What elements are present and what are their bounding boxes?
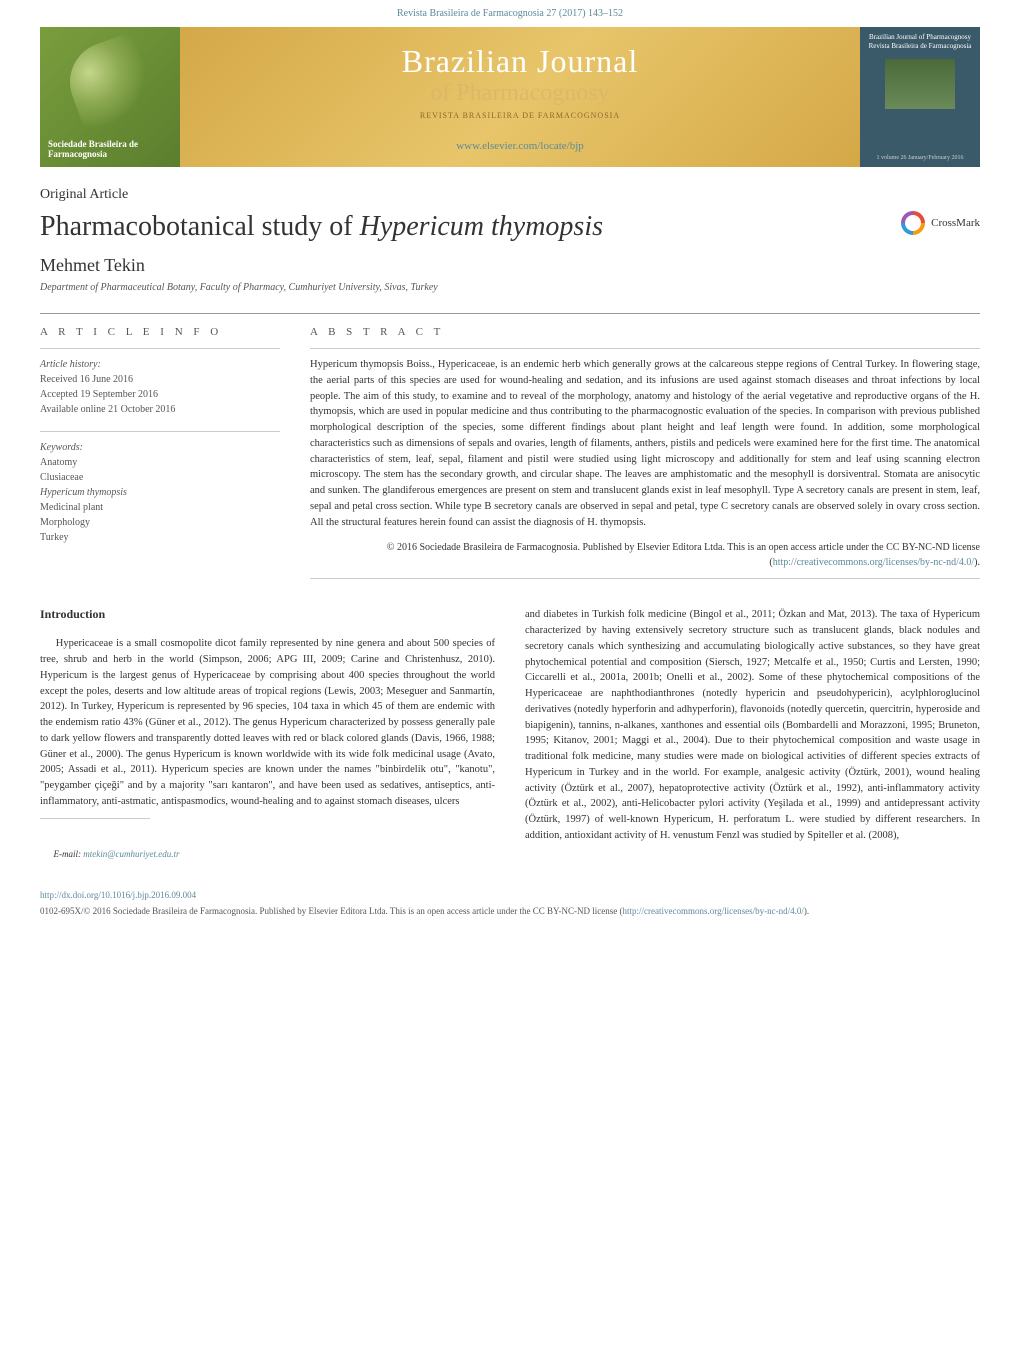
license-end: ).: [804, 906, 809, 916]
introduction-heading: Introduction: [40, 607, 495, 622]
abstract-text: Hypericum thymopsis Boiss., Hypericaceae…: [310, 357, 980, 530]
received-date: Received 16 June 2016: [40, 374, 133, 385]
keywords-label: Keywords:: [40, 442, 83, 453]
cover-volume: 1 volume 26 January/February 2016: [877, 155, 964, 161]
license-text: 0102-695X/© 2016 Sociedade Brasileira de…: [40, 906, 623, 916]
copyright-notice: © 2016 Sociedade Brasileira de Farmacogn…: [310, 540, 980, 570]
crossmark-icon: [901, 211, 925, 235]
cover-thumbnail: [885, 59, 955, 109]
email-label: E-mail:: [54, 849, 84, 859]
crossmark-label: CrossMark: [931, 217, 980, 229]
divider: [40, 818, 150, 819]
journal-url[interactable]: www.elsevier.com/locate/bjp: [456, 140, 584, 152]
keywords-block: Keywords: Anatomy Clusiaceae Hypericum t…: [40, 440, 280, 545]
divider: [310, 348, 980, 349]
license-link[interactable]: http://creativecommons.org/licenses/by-n…: [773, 557, 974, 568]
title-text: Pharmacobotanical study of: [40, 211, 360, 242]
keyword: Clusiaceae: [40, 472, 83, 483]
leaf-icon: [59, 31, 162, 134]
keyword: Turkey: [40, 532, 69, 543]
accepted-date: Accepted 19 September 2016: [40, 389, 158, 400]
article-type: Original Article: [40, 187, 980, 203]
divider: [40, 348, 280, 349]
banner-logo-panel: Sociedade Brasileira de Farmacognosia: [40, 27, 180, 167]
footer-license-link[interactable]: http://creativecommons.org/licenses/by-n…: [623, 906, 804, 916]
article-info-heading: A R T I C L E I N F O: [40, 326, 280, 338]
cover-title: Brazilian Journal of Pharmacognosy: [869, 33, 971, 42]
divider: [40, 313, 980, 314]
journal-tagline: REVISTA BRASILEIRA DE FARMACOGNOSIA: [420, 111, 620, 120]
abstract-heading: A B S T R A C T: [310, 326, 980, 338]
available-date: Available online 21 October 2016: [40, 404, 175, 415]
keyword: Morphology: [40, 517, 90, 528]
crossmark-badge[interactable]: CrossMark: [901, 211, 980, 235]
journal-subtitle: of Pharmacognosy: [430, 80, 609, 107]
email-link[interactable]: mtekin@cumhuriyet.edu.tr: [83, 849, 179, 859]
divider: [40, 431, 280, 432]
journal-citation: Revista Brasileira de Farmacognosia 27 (…: [0, 0, 1020, 27]
doi-link[interactable]: http://dx.doi.org/10.1016/j.bjp.2016.09.…: [40, 889, 980, 902]
body-paragraph-right: and diabetes in Turkish folk medicine (B…: [525, 607, 980, 843]
banner-title-panel: Brazilian Journal of Pharmacognosy REVIS…: [180, 27, 860, 167]
article-history: Article history: Received 16 June 2016 A…: [40, 357, 280, 417]
body-paragraph-left: Hypericaceae is a small cosmopolite dico…: [40, 636, 495, 809]
author-name: Mehmet Tekin: [40, 255, 980, 276]
article-title: Pharmacobotanical study of Hypericum thy…: [40, 211, 603, 243]
footer-license: 0102-695X/© 2016 Sociedade Brasileira de…: [40, 905, 980, 918]
cover-subtitle: Revista Brasileira de Farmacognosia: [869, 42, 972, 51]
page-footer: http://dx.doi.org/10.1016/j.bjp.2016.09.…: [0, 879, 1020, 938]
journal-title: Brazilian Journal: [402, 43, 638, 80]
banner-cover-panel: Brazilian Journal of Pharmacognosy Revis…: [860, 27, 980, 167]
author-affiliation: Department of Pharmaceutical Botany, Fac…: [40, 282, 980, 293]
keyword: Medicinal plant: [40, 502, 103, 513]
keyword: Anatomy: [40, 457, 77, 468]
history-label: Article history:: [40, 359, 101, 370]
title-species: Hypericum thymopsis: [360, 211, 603, 242]
divider: [310, 578, 980, 579]
keyword: Hypericum thymopsis: [40, 487, 127, 498]
corresponding-email: E-mail: mtekin@cumhuriyet.edu.tr: [40, 849, 495, 859]
society-name: Sociedade Brasileira de Farmacognosia: [48, 139, 172, 159]
journal-banner: Sociedade Brasileira de Farmacognosia Br…: [40, 27, 980, 167]
copyright-end: ).: [974, 557, 980, 568]
